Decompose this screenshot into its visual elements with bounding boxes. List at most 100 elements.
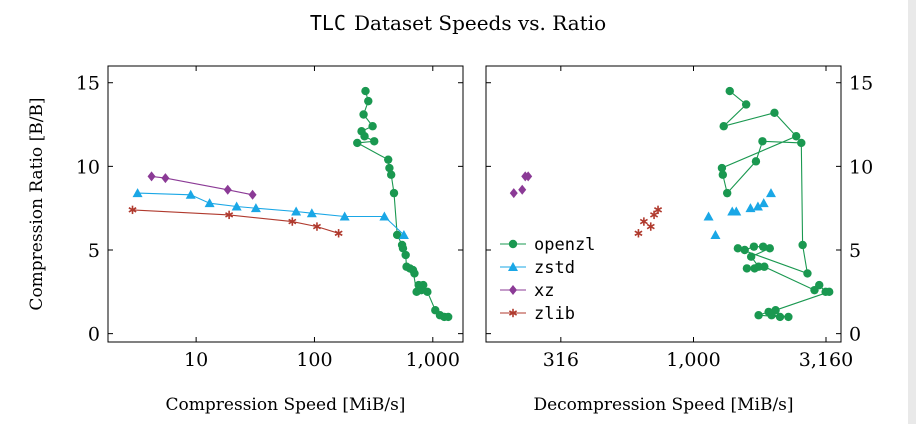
data-point-openzl [398, 244, 408, 253]
y-tick-label: 5 [88, 240, 100, 262]
data-point-openzl [722, 188, 732, 198]
data-point-zstd [758, 198, 769, 208]
data-point-openzl [825, 287, 834, 297]
plot-frame [107, 65, 464, 343]
figure-title: TLC Dataset Speeds vs. Ratio [310, 11, 606, 35]
data-point-xz [161, 173, 170, 184]
data-point-openzl [797, 138, 806, 148]
legend-marker-openzl [508, 239, 518, 249]
data-point-zlib [639, 217, 648, 226]
data-point-xz [518, 184, 527, 195]
data-point-openzl [718, 170, 728, 179]
x-axis-label: Compression Speed [MiB/s] [166, 395, 406, 415]
data-point-openzl [742, 264, 752, 273]
legend-marker-zstd [508, 262, 518, 271]
data-point-zstd [703, 211, 714, 221]
data-point-openzl [803, 269, 812, 278]
legend-label: openzl [534, 235, 595, 255]
x-tick-label: 316 [543, 349, 579, 371]
y-tick-label: 5 [849, 240, 861, 262]
data-point-openzl [385, 163, 394, 173]
series-zstd [132, 188, 409, 239]
series-line-zstd [137, 192, 405, 236]
data-point-openzl [408, 265, 418, 275]
data-point-openzl [760, 262, 769, 271]
legend-label: zstd [534, 258, 575, 278]
data-point-zlib [334, 229, 343, 238]
series-openzl [717, 86, 834, 322]
compression-speed-plot: 10 100 1,000 0 5 10 15 Compression Speed [MiB/s… [27, 65, 464, 415]
series-line-xz [151, 175, 253, 196]
data-point-openzl [758, 242, 768, 251]
data-point-openzl [384, 155, 393, 164]
y-tick-label: 15 [76, 73, 100, 95]
data-point-openzl [751, 157, 761, 166]
series-line-zlib [132, 209, 339, 234]
x-tick-label: 100 [296, 349, 332, 371]
data-point-zstd [132, 188, 143, 198]
figure-title-text: Dataset Speeds vs. Ratio [354, 11, 606, 35]
y-tick-label: 10 [849, 156, 873, 178]
data-point-openzl [746, 252, 756, 261]
data-point-zstd [398, 229, 409, 239]
data-point-openzl [770, 108, 779, 118]
x-tick-label: 1,000 [406, 349, 460, 371]
data-point-zlib [128, 205, 137, 215]
y-tick-label: 10 [76, 156, 100, 178]
data-point-openzl [444, 312, 453, 322]
data-point-xz [524, 171, 533, 182]
data-point-zstd [250, 203, 261, 213]
series-line-openzl [721, 90, 830, 318]
data-point-openzl [741, 100, 751, 109]
data-point-openzl [725, 86, 734, 96]
series-zstd [703, 188, 776, 239]
data-point-zstd [231, 201, 242, 211]
data-point-zstd [765, 188, 776, 198]
x-tick-label: 1,000 [666, 349, 720, 371]
data-point-xz [223, 184, 232, 195]
plot-frame [485, 65, 842, 343]
data-point-zstd [306, 208, 317, 218]
data-point-openzl [360, 132, 369, 141]
data-point-zlib [646, 222, 655, 231]
legend-item-zlib: zlib [500, 304, 575, 324]
legend-item-zstd: zstd [500, 258, 575, 278]
data-point-zlib [650, 210, 659, 220]
data-point-zstd [745, 203, 756, 213]
data-point-openzl [359, 110, 368, 119]
data-point-zstd [291, 206, 302, 216]
series-xz [509, 171, 533, 199]
data-point-openzl [784, 312, 793, 322]
data-point-openzl [733, 244, 743, 253]
legend-label: zlib [534, 304, 575, 324]
data-point-zstd [710, 229, 721, 239]
x-axis-label: Decompression Speed [MiB/s] [533, 395, 793, 415]
legend-label: xz [534, 281, 554, 301]
right-edge-bar [908, 0, 916, 424]
data-point-zlib [312, 222, 322, 231]
data-point-zstd [204, 198, 215, 208]
y-tick-label: 0 [88, 324, 100, 346]
data-point-openzl [370, 137, 379, 146]
y-axis-label: Compression Ratio [B/B] [27, 97, 47, 310]
data-point-openzl [361, 86, 370, 96]
data-point-openzl [775, 312, 785, 322]
data-point-openzl [386, 170, 396, 179]
data-point-openzl [392, 230, 402, 240]
x-tick-label: 3,160 [799, 349, 853, 371]
data-point-xz [248, 189, 257, 200]
data-point-openzl [740, 245, 749, 255]
data-point-openzl [798, 240, 807, 250]
legend-item-openzl: openzl [500, 235, 595, 255]
data-point-openzl [401, 250, 410, 260]
data-point-openzl [792, 132, 801, 141]
data-point-xz [147, 171, 156, 182]
data-point-openzl [749, 242, 759, 251]
series-xz [147, 171, 257, 200]
data-point-zlib [288, 217, 297, 226]
legend-marker-zlib [508, 308, 518, 318]
data-point-openzl [717, 163, 727, 173]
data-point-openzl [419, 280, 428, 290]
data-point-openzl [353, 138, 362, 148]
